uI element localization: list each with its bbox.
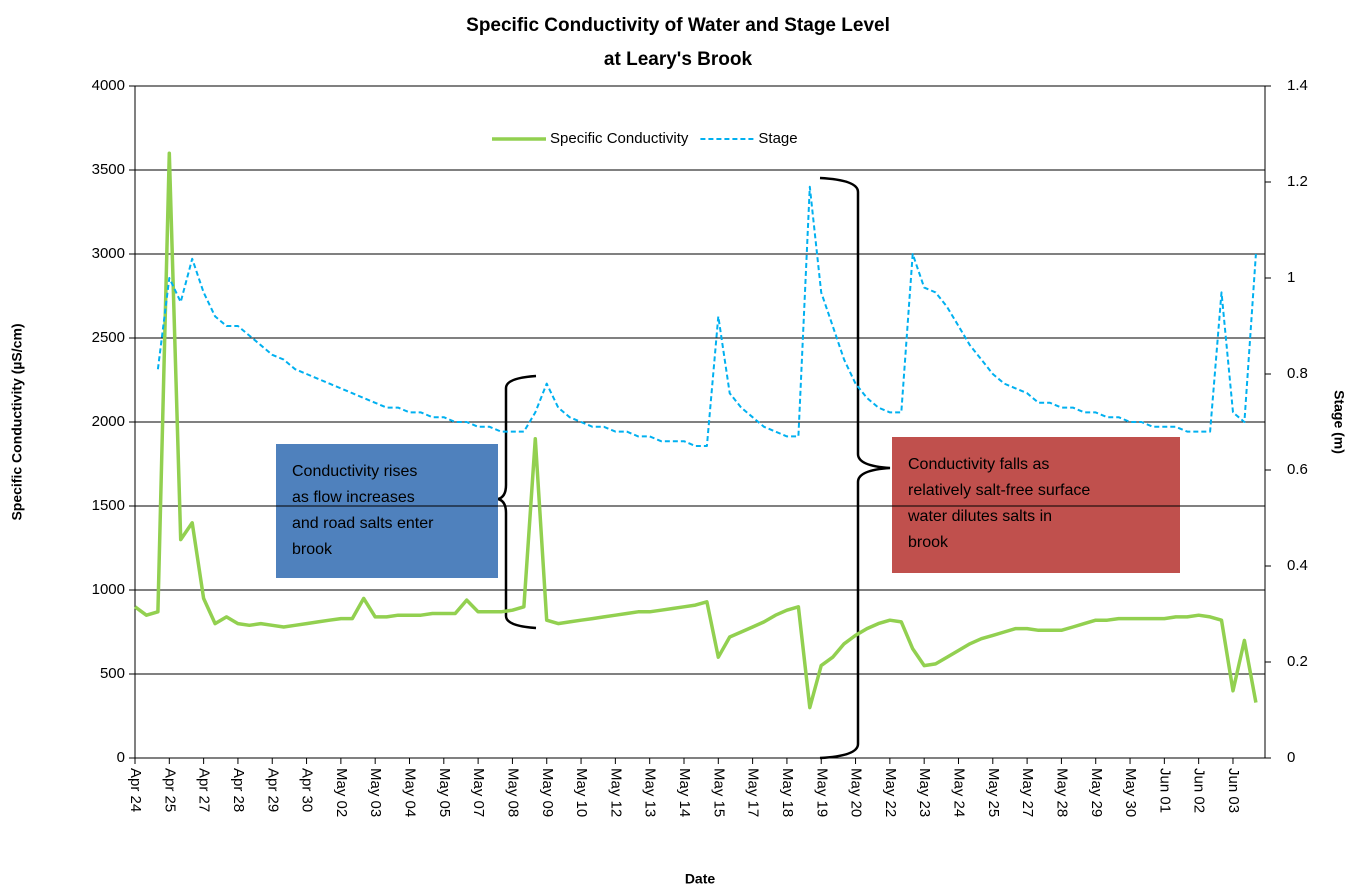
y2-tick-label: 0.6 xyxy=(1287,461,1308,478)
x-tick-label: May 20 xyxy=(848,768,865,817)
y2-axis-title: Stage (m) xyxy=(1331,390,1347,454)
y2-tick-label: 0 xyxy=(1287,749,1295,766)
annotation-box xyxy=(276,444,498,578)
x-tick-label: Apr 27 xyxy=(196,768,213,812)
x-tick-label: Jun 01 xyxy=(1156,768,1173,813)
x-tick-label: May 27 xyxy=(1019,768,1036,817)
annotation-box xyxy=(892,437,1180,573)
y2-tick-label: 0.8 xyxy=(1287,365,1308,382)
x-tick-label: May 25 xyxy=(985,768,1002,817)
x-tick-label: May 13 xyxy=(642,768,659,817)
y-tick-label: 3500 xyxy=(92,161,125,178)
x-tick-label: Apr 24 xyxy=(127,768,144,812)
x-tick-label: May 28 xyxy=(1053,768,1070,817)
annotation-text: Conductivity rises xyxy=(292,463,417,480)
y-tick-label: 2500 xyxy=(92,329,125,346)
chart-title: at Leary's Brook xyxy=(604,49,753,70)
annotation-text: brook xyxy=(292,541,333,558)
legend-label: Specific Conductivity xyxy=(550,130,689,147)
annotation-text: relatively salt-free surface xyxy=(908,482,1090,499)
y-tick-label: 1500 xyxy=(92,497,125,514)
annotation-text: water dilutes salts in xyxy=(907,508,1052,525)
x-tick-label: May 07 xyxy=(470,768,487,817)
y-tick-label: 0 xyxy=(117,749,125,766)
y-axis-title: Specific Conductivity (µS/cm) xyxy=(9,323,25,520)
x-tick-label: May 29 xyxy=(1088,768,1105,817)
x-tick-label: May 15 xyxy=(710,768,727,817)
x-axis-title: Date xyxy=(685,871,716,887)
x-tick-label: Jun 03 xyxy=(1225,768,1242,813)
y-tick-label: 2000 xyxy=(92,413,125,430)
annotation-text: brook xyxy=(908,534,949,551)
x-tick-label: May 30 xyxy=(1122,768,1139,817)
x-tick-label: May 08 xyxy=(504,768,521,817)
y2-tick-label: 0.2 xyxy=(1287,653,1308,670)
annotation-text: Conductivity falls as xyxy=(908,456,1049,473)
x-tick-label: May 22 xyxy=(882,768,899,817)
y-tick-label: 500 xyxy=(100,665,125,682)
x-tick-label: May 12 xyxy=(607,768,624,817)
x-tick-label: May 02 xyxy=(333,768,350,817)
x-tick-label: May 17 xyxy=(745,768,762,817)
y-tick-label: 4000 xyxy=(92,77,125,94)
x-tick-label: May 09 xyxy=(539,768,556,817)
x-tick-label: Apr 25 xyxy=(161,768,178,812)
x-tick-label: May 05 xyxy=(436,768,453,817)
x-tick-label: May 10 xyxy=(573,768,590,817)
y2-tick-label: 1.4 xyxy=(1287,77,1308,94)
y2-tick-label: 0.4 xyxy=(1287,557,1308,574)
x-tick-label: Apr 29 xyxy=(264,768,281,812)
x-tick-label: May 19 xyxy=(813,768,830,817)
series-line xyxy=(133,151,1258,710)
y2-tick-label: 1.2 xyxy=(1287,173,1308,190)
x-tick-label: May 03 xyxy=(367,768,384,817)
bracket xyxy=(819,176,891,760)
x-tick-label: May 23 xyxy=(916,768,933,817)
x-tick-label: May 24 xyxy=(951,768,968,817)
annotation-text: and road salts enter xyxy=(292,515,434,532)
y-tick-label: 3000 xyxy=(92,245,125,262)
x-tick-label: May 14 xyxy=(676,768,693,817)
annotation-text: as flow increases xyxy=(292,489,415,506)
y2-tick-label: 1 xyxy=(1287,269,1295,286)
x-tick-label: May 18 xyxy=(779,768,796,817)
y-tick-label: 1000 xyxy=(92,581,125,598)
legend-label: Stage xyxy=(758,130,797,147)
series-line xyxy=(156,185,1257,447)
x-tick-label: Jun 02 xyxy=(1191,768,1208,813)
chart-title: Specific Conductivity of Water and Stage… xyxy=(466,15,890,36)
x-tick-label: May 04 xyxy=(402,768,419,817)
annotations: Conductivity rises as flow increases and r… xyxy=(276,437,1180,578)
x-tick-label: Apr 28 xyxy=(230,768,247,812)
x-tick-label: Apr 30 xyxy=(299,768,316,812)
